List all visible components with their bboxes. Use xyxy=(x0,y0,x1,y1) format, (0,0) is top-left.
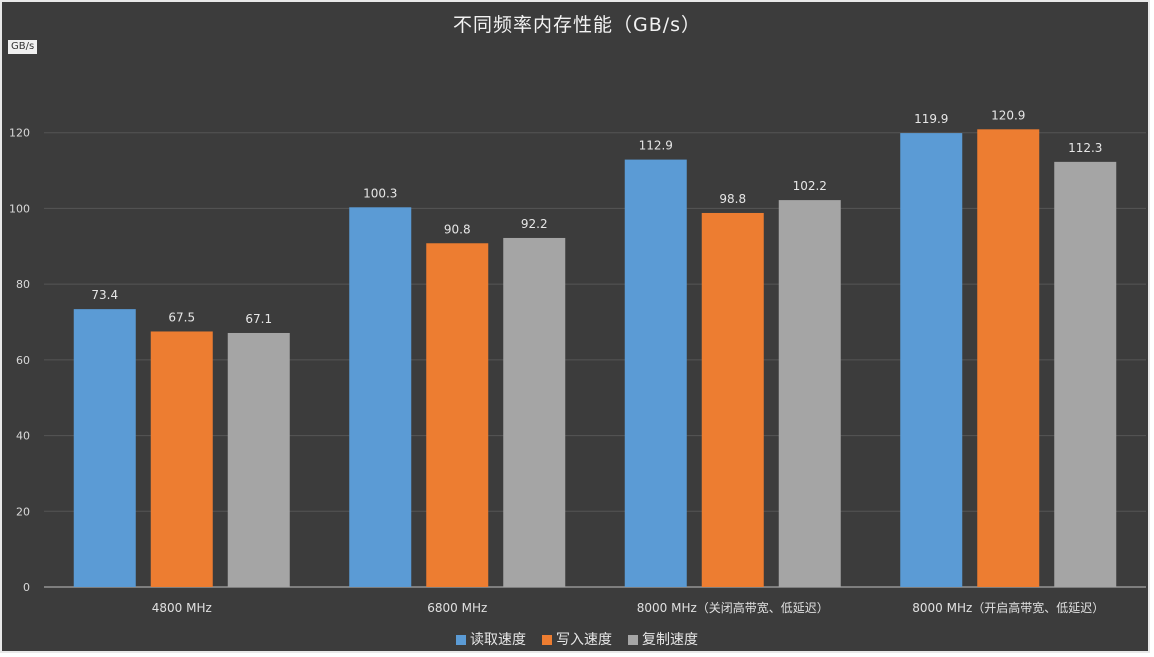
bar xyxy=(227,332,290,587)
bar xyxy=(900,133,963,588)
bar xyxy=(426,243,489,587)
legend-label: 读取速度 xyxy=(470,632,526,648)
legend-swatch xyxy=(542,635,552,645)
data-label: 120.9 xyxy=(991,108,1025,122)
y-tick-label: 80 xyxy=(16,278,30,291)
bar xyxy=(778,200,841,587)
bar xyxy=(977,129,1040,588)
bar xyxy=(701,212,764,587)
data-label: 98.8 xyxy=(719,192,746,206)
bar xyxy=(1054,161,1117,587)
legend: 读取速度 写入速度 复制速度 xyxy=(2,629,1152,649)
legend-swatch xyxy=(628,635,638,645)
y-tick-label: 0 xyxy=(23,581,30,594)
data-label: 112.3 xyxy=(1068,141,1102,155)
data-label: 102.2 xyxy=(793,179,827,193)
x-tick-label: 4800 MHz xyxy=(152,601,212,615)
bar xyxy=(150,331,213,587)
y-tick-label: 60 xyxy=(16,354,30,367)
bar xyxy=(503,237,566,587)
bar xyxy=(73,309,136,587)
data-label: 67.5 xyxy=(168,310,195,324)
bar xyxy=(349,207,412,588)
legend-label: 复制速度 xyxy=(642,632,698,648)
data-label: 100.3 xyxy=(363,186,397,200)
legend-item: 读取速度 xyxy=(456,629,526,649)
y-axis-unit-label: GB/s xyxy=(8,40,38,54)
legend-item: 复制速度 xyxy=(628,629,698,649)
data-label: 112.9 xyxy=(639,139,673,153)
x-tick-label: 6800 MHz xyxy=(427,601,487,615)
x-tick-label: 8000 MHz（开启高带宽、低延迟） xyxy=(912,600,1104,615)
data-label: 119.9 xyxy=(914,112,948,126)
chart-title: 不同频率内存性能（GB/s） xyxy=(452,14,702,36)
data-label: 73.4 xyxy=(91,288,118,302)
legend-label: 写入速度 xyxy=(556,632,612,648)
data-label: 90.8 xyxy=(444,222,471,236)
y-tick-label: 120 xyxy=(9,127,30,140)
y-tick-label: 40 xyxy=(16,430,30,443)
data-label: 67.1 xyxy=(245,312,272,326)
data-label: 92.2 xyxy=(521,217,548,231)
y-tick-label: 100 xyxy=(9,202,30,215)
legend-swatch xyxy=(456,635,466,645)
bar xyxy=(624,159,687,588)
x-tick-label: 8000 MHz（关闭高带宽、低延迟） xyxy=(637,600,829,615)
legend-item: 写入速度 xyxy=(542,629,612,649)
y-tick-label: 20 xyxy=(16,505,30,518)
